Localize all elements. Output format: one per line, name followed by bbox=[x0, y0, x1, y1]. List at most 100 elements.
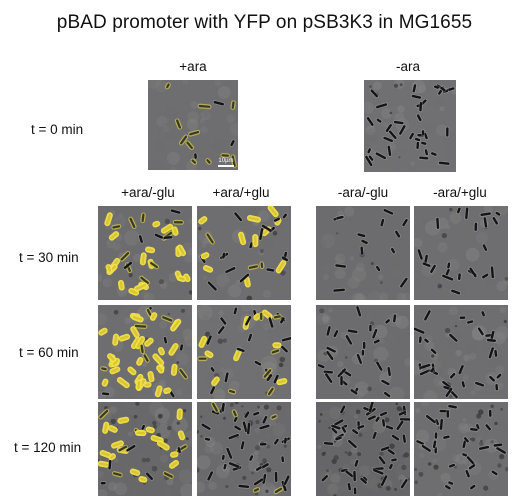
background-texture bbox=[199, 118, 206, 124]
background-texture bbox=[379, 156, 395, 172]
micrograph-t0-plus-ara: 10µm bbox=[148, 80, 238, 170]
background-texture bbox=[264, 433, 271, 440]
debris-particle bbox=[280, 270, 286, 276]
background-texture bbox=[421, 402, 430, 407]
bacterium-cell bbox=[171, 226, 179, 236]
bacterium-cell bbox=[149, 312, 158, 321]
background-texture bbox=[172, 417, 188, 433]
background-texture bbox=[148, 80, 162, 89]
bacterium-cell bbox=[221, 251, 227, 260]
background-texture bbox=[441, 450, 446, 455]
background-texture bbox=[218, 228, 230, 239]
bacterium-cell bbox=[349, 388, 359, 396]
bacterium-cell bbox=[464, 469, 471, 479]
debris-particle bbox=[505, 467, 508, 472]
bacterium-cell bbox=[142, 353, 150, 363]
bacterium-cell bbox=[109, 366, 121, 375]
background-texture bbox=[274, 384, 281, 390]
bacterium-cell bbox=[469, 427, 479, 432]
bacterium-cell bbox=[170, 451, 179, 458]
debris-particle bbox=[163, 438, 168, 444]
debris-particle bbox=[414, 480, 418, 485]
micrograph-t0-minus-ara bbox=[364, 80, 456, 172]
debris-particle bbox=[265, 489, 269, 493]
background-texture bbox=[347, 276, 360, 289]
micrograph-t60-minus-ara-minus-glu bbox=[316, 305, 410, 399]
background-texture bbox=[423, 475, 431, 483]
background-texture bbox=[404, 358, 410, 367]
background-texture bbox=[327, 483, 339, 495]
bacterium-cell bbox=[227, 388, 237, 395]
bacterium-cell bbox=[324, 372, 334, 384]
background-texture bbox=[119, 353, 124, 358]
bacterium-cell bbox=[107, 425, 118, 433]
bacterium-cell bbox=[375, 360, 384, 372]
bacterium-cell bbox=[247, 333, 253, 343]
bacterium-cell bbox=[102, 421, 110, 434]
background-texture bbox=[170, 166, 177, 170]
bacterium-cell bbox=[384, 123, 393, 133]
bacterium-cell bbox=[162, 336, 168, 345]
bacterium-cell bbox=[219, 316, 228, 326]
background-texture bbox=[349, 234, 365, 250]
bacterium-cell bbox=[170, 363, 178, 376]
bacterium-cell bbox=[259, 261, 265, 269]
bacterium-cell bbox=[272, 342, 282, 349]
bacterium-cell bbox=[224, 266, 237, 274]
bacterium-cell bbox=[280, 480, 288, 493]
background-texture bbox=[364, 101, 374, 114]
bacterium-cell bbox=[384, 424, 394, 431]
bacterium-cell bbox=[238, 231, 247, 246]
background-texture bbox=[259, 270, 265, 275]
bacterium-cell bbox=[156, 364, 165, 374]
debris-particle bbox=[225, 485, 229, 489]
background-texture bbox=[182, 328, 192, 341]
bacterium-cell bbox=[382, 208, 395, 216]
bacterium-cell bbox=[495, 372, 503, 380]
bacterium-cell bbox=[475, 423, 481, 431]
bacterium-cell bbox=[247, 264, 259, 271]
micrograph-canvas bbox=[316, 206, 410, 300]
bacterium-cell bbox=[418, 335, 423, 344]
background-texture bbox=[98, 470, 104, 478]
debris-particle bbox=[197, 429, 199, 434]
bacterium-cell bbox=[105, 264, 113, 274]
bacterium-cell bbox=[99, 481, 107, 486]
background-texture bbox=[345, 280, 351, 286]
background-texture bbox=[463, 459, 469, 465]
background-texture bbox=[211, 362, 225, 376]
bacterium-cell bbox=[233, 424, 242, 432]
debris-particle bbox=[176, 421, 180, 425]
debris-particle bbox=[441, 233, 447, 239]
bacterium-cell bbox=[193, 152, 198, 160]
background-texture bbox=[163, 121, 176, 134]
background-texture bbox=[156, 116, 168, 128]
debris-particle bbox=[205, 331, 211, 337]
background-texture bbox=[436, 293, 442, 299]
bacterium-cell bbox=[425, 414, 437, 425]
bacterium-cell bbox=[420, 129, 426, 137]
background-texture bbox=[388, 386, 405, 399]
bacterium-cell bbox=[153, 232, 164, 240]
bacterium-cell bbox=[241, 420, 249, 434]
background-texture bbox=[364, 137, 373, 152]
debris-particle bbox=[276, 405, 282, 411]
background-texture bbox=[437, 129, 449, 140]
background-texture bbox=[443, 146, 456, 161]
bacterium-cell bbox=[457, 272, 462, 281]
background-texture bbox=[330, 473, 341, 484]
bacterium-cell bbox=[495, 446, 507, 455]
bacterium-cell bbox=[421, 261, 432, 268]
background-texture bbox=[434, 481, 448, 494]
debris-particle bbox=[454, 465, 457, 469]
debris-particle bbox=[318, 419, 321, 423]
bacterium-cell bbox=[340, 425, 347, 434]
bacterium-cell bbox=[366, 147, 372, 155]
bacterium-cell bbox=[100, 366, 108, 372]
background-texture bbox=[124, 464, 129, 470]
bacterium-cell bbox=[139, 275, 150, 286]
bacterium-cell bbox=[133, 282, 148, 292]
background-texture bbox=[445, 332, 451, 338]
bacterium-cell bbox=[414, 326, 426, 335]
background-texture bbox=[350, 458, 356, 465]
